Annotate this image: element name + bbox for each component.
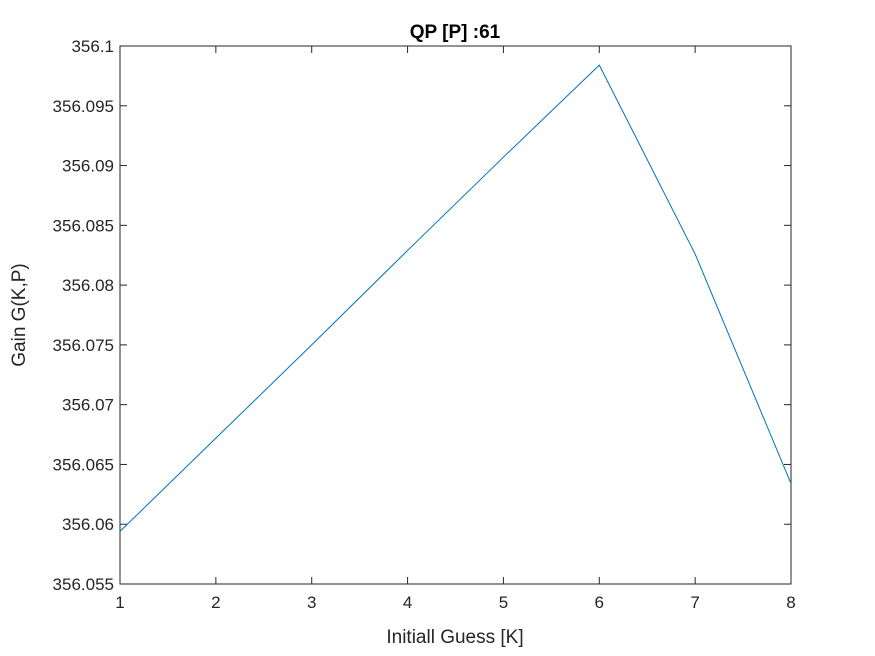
x-tick-label: 5 — [499, 593, 508, 612]
y-tick-label: 356.1 — [71, 37, 114, 56]
y-axis-label: Gain G(K,P) — [9, 263, 30, 366]
y-tick-label: 356.095 — [53, 97, 114, 116]
x-tick-label: 6 — [595, 593, 604, 612]
y-tick-label: 356.085 — [53, 216, 114, 235]
x-tick-label: 7 — [690, 593, 699, 612]
chart-title: QP [P] :61 — [410, 22, 501, 43]
plot-area — [119, 45, 792, 585]
y-tick-label: 356.065 — [53, 455, 114, 474]
x-tick-label: 4 — [403, 593, 412, 612]
y-tick-label: 356.09 — [62, 157, 114, 176]
y-tick-label: 356.055 — [53, 575, 114, 594]
tick-group: 1 2 3 4 5 6 7 8 356.055 356.06 356.065 356.07 356.07… — [53, 37, 796, 612]
x-tick-label: 2 — [211, 593, 220, 612]
x-axis-label: Initiall Guess [K] — [386, 627, 523, 648]
y-tick-label: 356.075 — [53, 336, 114, 355]
x-tick-label: 3 — [307, 593, 316, 612]
x-tick-label: 8 — [786, 593, 795, 612]
series-group — [119, 64, 792, 532]
x-tick-label: 1 — [115, 593, 124, 612]
y-tick-label: 356.07 — [62, 396, 114, 415]
series-line — [119, 64, 792, 532]
y-tick-label: 356.08 — [62, 276, 114, 295]
y-tick-label: 356.06 — [62, 515, 114, 534]
